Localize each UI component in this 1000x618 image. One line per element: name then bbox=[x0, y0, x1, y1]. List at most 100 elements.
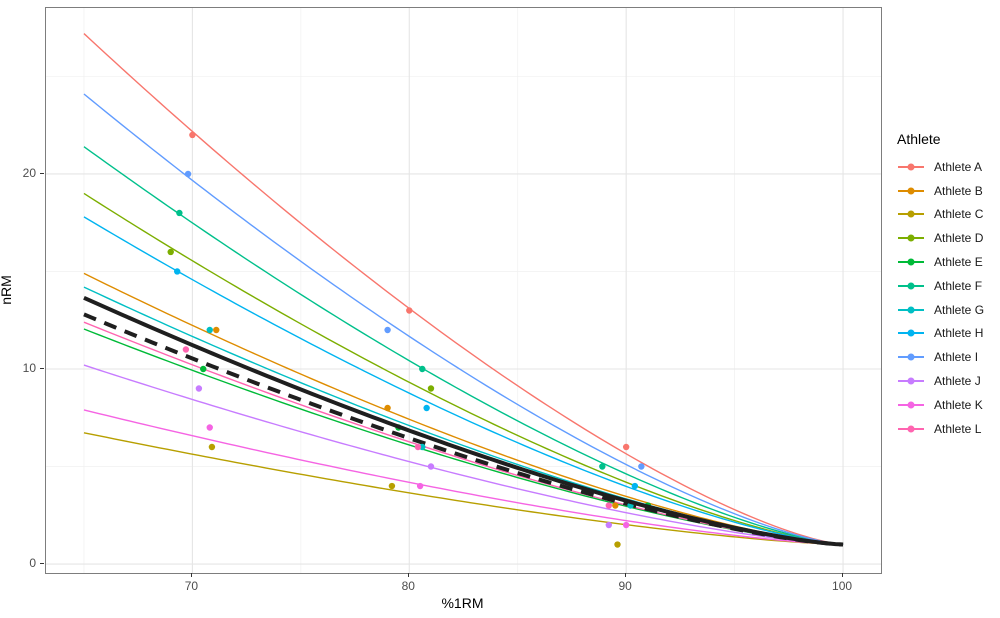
y-tick-label: 10 bbox=[22, 360, 36, 375]
legend-key-dot bbox=[907, 210, 915, 218]
data-point-l bbox=[605, 502, 613, 509]
data-point-j bbox=[195, 385, 203, 392]
legend-key-icon bbox=[897, 373, 925, 389]
legend-entry-label: Athlete H bbox=[934, 326, 984, 341]
athlete-curve-c bbox=[83, 432, 844, 546]
legend-key-icon bbox=[897, 325, 925, 341]
legend-entry-label: Athlete B bbox=[934, 183, 983, 198]
legend-entry-j: Athlete J bbox=[897, 369, 1000, 393]
legend-key-dot bbox=[907, 401, 915, 409]
athlete-curve-b bbox=[83, 272, 844, 546]
data-point-b bbox=[384, 404, 391, 412]
legend-entry-a: Athlete A bbox=[897, 155, 1000, 179]
data-point-i bbox=[184, 170, 192, 178]
legend-entries: Athlete A Athlete B Athlete C Athlete D Athl… bbox=[897, 155, 1000, 441]
athlete-curve-a bbox=[83, 33, 844, 546]
legend-entry-label: Athlete A bbox=[934, 159, 983, 174]
data-point-h bbox=[631, 482, 639, 490]
data-point-l bbox=[414, 443, 422, 451]
legend-key-icon bbox=[897, 159, 925, 175]
data-point-j bbox=[605, 521, 613, 529]
legend-key-dot bbox=[907, 306, 915, 314]
y-tick-label: 0 bbox=[29, 556, 36, 571]
data-point-c bbox=[388, 482, 396, 490]
athlete-curve-g bbox=[83, 286, 844, 546]
legend-key-icon bbox=[897, 397, 925, 413]
x-tick-mark bbox=[191, 573, 193, 577]
legend-entry-h: Athlete H bbox=[897, 322, 1000, 346]
data-point-k bbox=[206, 424, 213, 431]
legend-entry-k: Athlete K bbox=[897, 393, 1000, 417]
x-tick-label: 90 bbox=[618, 579, 632, 593]
legend-key-icon bbox=[897, 230, 925, 246]
x-tick-mark bbox=[625, 573, 627, 577]
data-point-k bbox=[622, 521, 630, 529]
data-point-d bbox=[427, 385, 435, 392]
athlete-curve-i bbox=[83, 93, 844, 546]
data-point-g bbox=[206, 326, 213, 334]
legend-entry-label: Athlete K bbox=[934, 397, 983, 412]
plot-svg bbox=[46, 8, 881, 573]
x-tick-label: 80 bbox=[401, 579, 415, 593]
data-point-h bbox=[423, 404, 430, 412]
legend-entry-label: Athlete F bbox=[934, 278, 983, 293]
data-point-a bbox=[406, 307, 413, 314]
legend-key-dot bbox=[907, 353, 915, 361]
legend-key-dot bbox=[907, 282, 915, 290]
athlete-curve-j bbox=[83, 364, 844, 546]
legend-entry-label: Athlete D bbox=[934, 231, 984, 246]
y-tick-mark bbox=[40, 172, 44, 174]
legend-entry-i: Athlete I bbox=[897, 345, 1000, 369]
legend-entry-g: Athlete G bbox=[897, 298, 1000, 322]
x-axis-title: %1RM bbox=[441, 595, 484, 611]
legend-key-dot bbox=[907, 163, 915, 171]
data-point-e bbox=[200, 365, 207, 373]
athlete-curve-f bbox=[83, 146, 844, 546]
data-point-h bbox=[174, 268, 181, 275]
legend-entry-l: Athlete L bbox=[897, 417, 1000, 441]
legend-key-icon bbox=[897, 349, 925, 365]
data-point-a bbox=[189, 131, 196, 139]
plot-panel bbox=[45, 7, 882, 574]
legend-key-icon bbox=[897, 183, 925, 199]
x-tick-label: 100 bbox=[832, 579, 853, 593]
legend-key-dot bbox=[907, 187, 915, 195]
legend-entry-label: Athlete J bbox=[934, 374, 981, 389]
data-point-d bbox=[167, 248, 174, 256]
legend-key-icon bbox=[897, 302, 925, 318]
data-point-f bbox=[419, 365, 426, 373]
data-point-j bbox=[427, 463, 435, 470]
legend-entry-b: Athlete B bbox=[897, 179, 1000, 203]
athlete-curve-k bbox=[83, 409, 844, 546]
legend-key-icon bbox=[897, 421, 925, 437]
data-point-c bbox=[614, 541, 621, 548]
y-tick-mark bbox=[40, 367, 44, 369]
legend: Athlete Athlete A Athlete B Athlete C Athle… bbox=[897, 131, 1000, 441]
legend-entry-e: Athlete E bbox=[897, 250, 1000, 274]
data-point-b bbox=[213, 326, 220, 334]
data-point-i bbox=[638, 463, 645, 470]
legend-key-dot bbox=[907, 329, 915, 337]
x-tick-mark bbox=[408, 573, 410, 577]
y-axis-title: nRM bbox=[0, 275, 14, 305]
data-point-c bbox=[208, 443, 216, 451]
legend-entry-c: Athlete C bbox=[897, 203, 1000, 227]
data-point-l bbox=[182, 346, 190, 353]
legend-entry-d: Athlete D bbox=[897, 226, 1000, 250]
legend-key-icon bbox=[897, 206, 925, 222]
athlete-curve-d bbox=[83, 192, 844, 546]
x-tick-label: 70 bbox=[184, 579, 199, 593]
data-point-i bbox=[384, 326, 391, 334]
data-point-b bbox=[612, 502, 619, 509]
legend-entry-label: Athlete C bbox=[934, 207, 984, 222]
legend-entry-label: Athlete I bbox=[934, 350, 979, 365]
legend-entry-label: Athlete E bbox=[934, 255, 983, 270]
legend-key-dot bbox=[907, 377, 915, 385]
legend-title: Athlete bbox=[897, 131, 941, 147]
athlete-curve-h bbox=[83, 216, 844, 546]
legend-entry-f: Athlete F bbox=[897, 274, 1000, 298]
legend-entry-label: Athlete L bbox=[934, 421, 982, 436]
y-tick-mark bbox=[40, 563, 44, 565]
y-tick-label: 20 bbox=[22, 165, 36, 180]
